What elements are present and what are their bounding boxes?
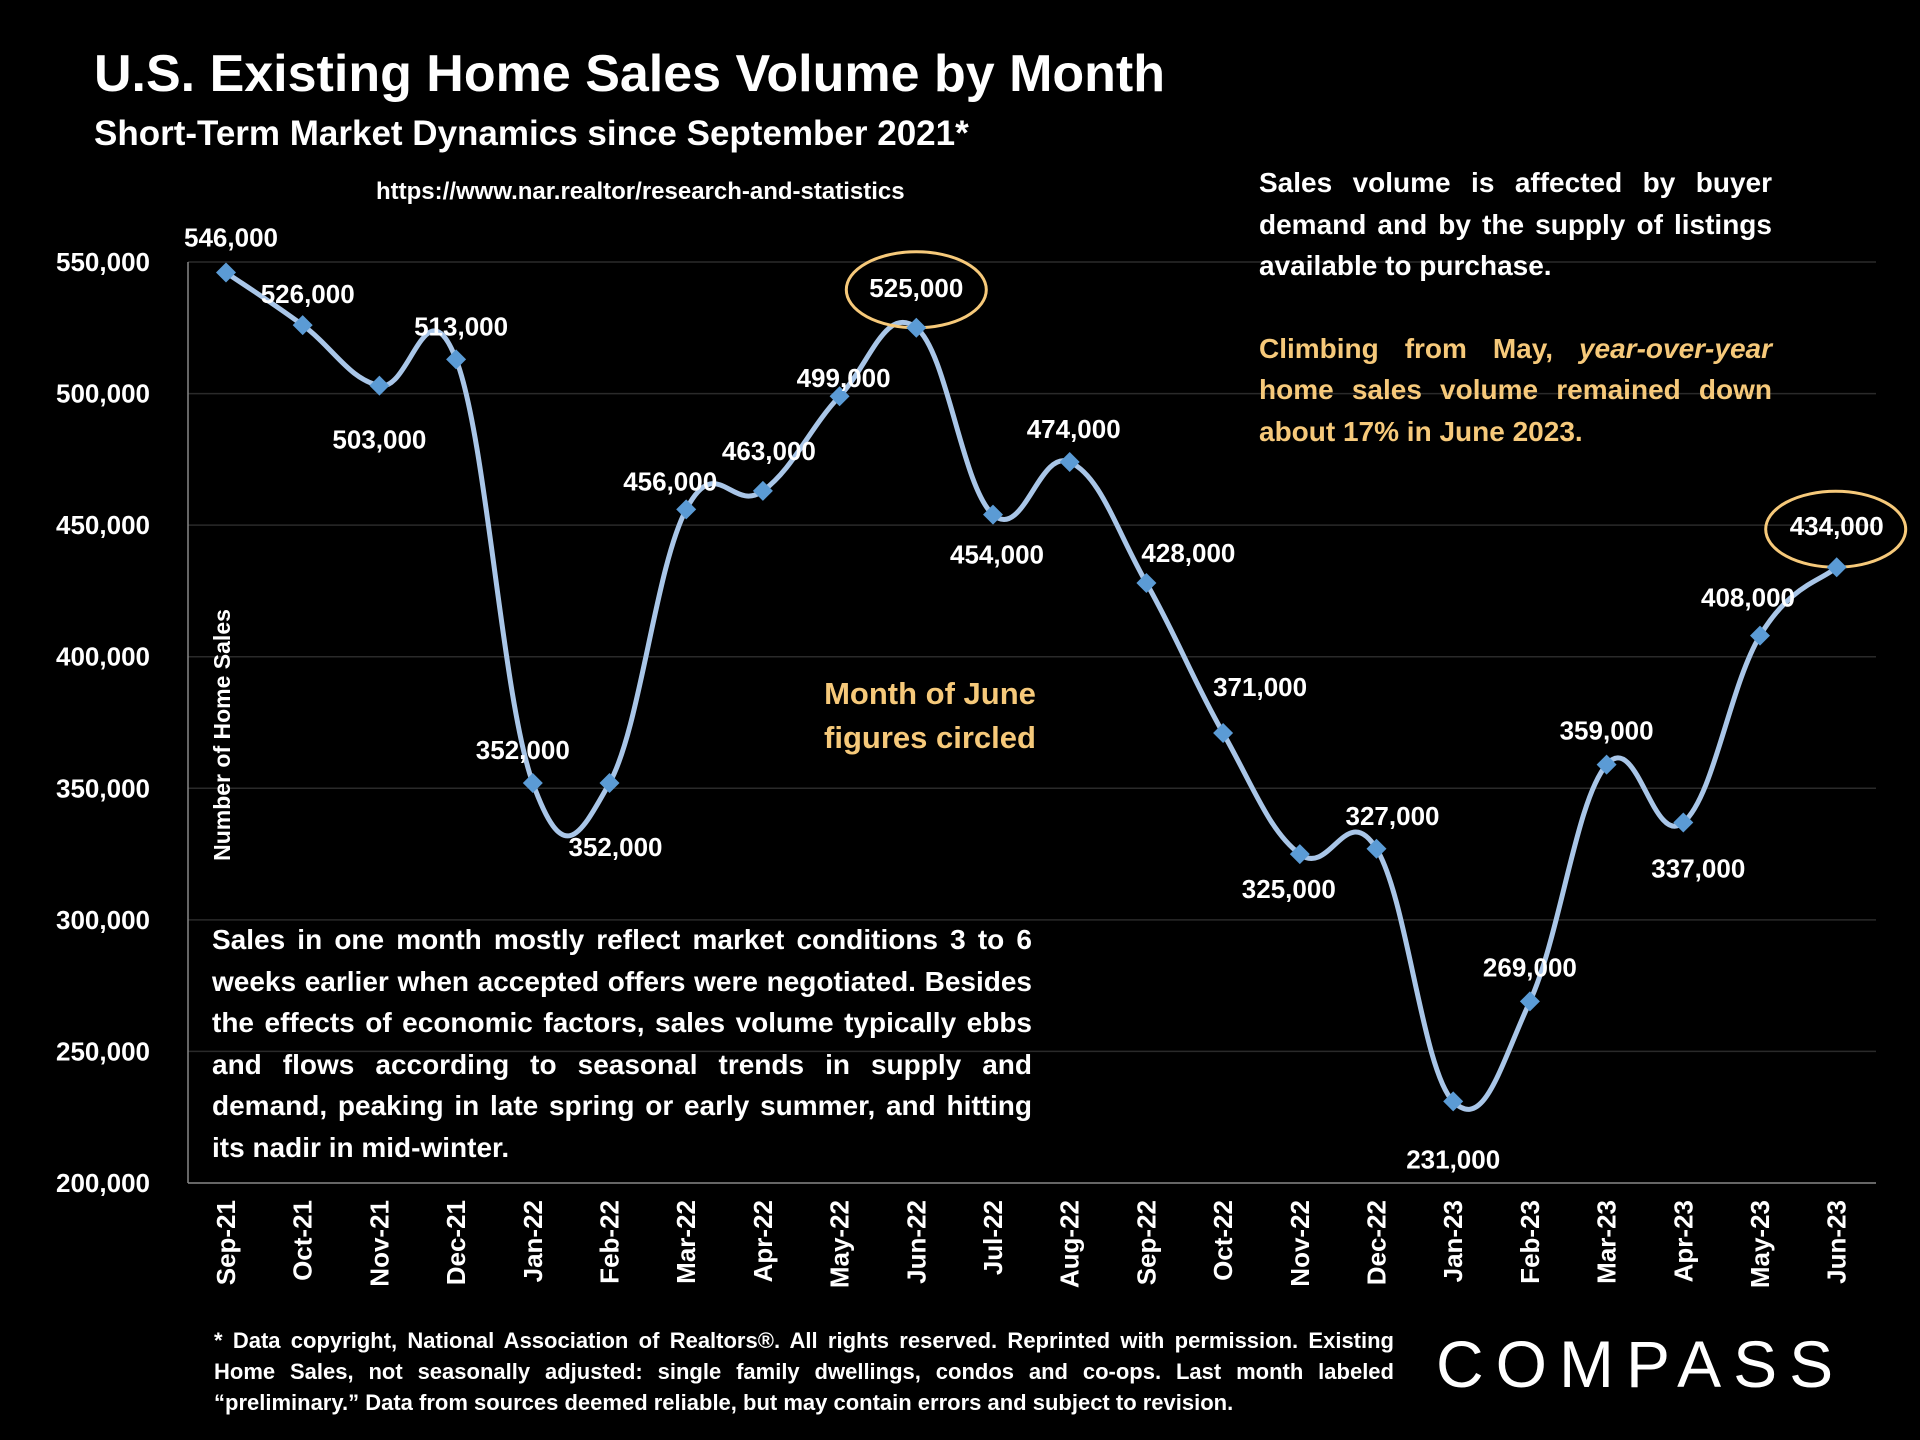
data-label: 499,000: [797, 363, 891, 393]
data-point: [522, 773, 543, 794]
data-label: 337,000: [1651, 853, 1745, 883]
data-labels: 546,000 526,000 503,000 513,000 352,000 352,0…: [184, 223, 1884, 1175]
data-label: 546,000: [184, 223, 278, 253]
x-tick-label: Apr-22: [748, 1200, 778, 1282]
data-point: [1059, 451, 1080, 472]
data-point: [216, 262, 236, 283]
data-label: 503,000: [332, 425, 426, 455]
data-markers: [216, 262, 1847, 1112]
note-bottom: Sales in one month mostly reflect market…: [212, 924, 1032, 1163]
data-point: [983, 504, 1003, 525]
compass-logo: COMPASS: [1436, 1327, 1846, 1401]
y-tick-labels: 200,000 250,000 300,000 350,000 400,000 450,0…: [56, 247, 150, 1198]
source-url: https://www.nar.realtor/research-and-sta…: [376, 178, 905, 205]
data-point: [1673, 812, 1694, 833]
x-tick-label: Apr-23: [1668, 1200, 1698, 1282]
data-point: [292, 315, 313, 336]
x-tick-label: Jul-22: [978, 1200, 1008, 1275]
x-tick-label: Mar-23: [1592, 1200, 1622, 1284]
data-label: 474,000: [1027, 414, 1121, 444]
data-point: [1826, 557, 1847, 578]
y-tick-label: 300,000: [56, 905, 150, 935]
june-callout-line1: Month of June: [824, 676, 1036, 711]
x-tick-label: Jun-23: [1822, 1200, 1852, 1284]
data-point: [676, 499, 697, 520]
chart-subtitle: Short-Term Market Dynamics since Septemb…: [94, 114, 969, 153]
note-top-highlight-em: year-over-year: [1578, 332, 1772, 364]
x-tick-label: Feb-23: [1515, 1200, 1545, 1284]
note-top-highlight: Climbing from May, year-over-year home s…: [1259, 328, 1772, 453]
x-tick-label: Oct-22: [1208, 1200, 1238, 1281]
data-label: 359,000: [1560, 716, 1654, 746]
y-tick-label: 200,000: [56, 1168, 150, 1198]
june-callout: Month of June figures circled: [780, 672, 1080, 760]
note-top-highlight-b: home sales volume remained down about 17…: [1259, 374, 1772, 447]
x-tick-label: Sep-21: [211, 1200, 241, 1285]
y-tick-label: 450,000: [56, 510, 150, 540]
y-tick-label: 350,000: [56, 773, 150, 803]
x-tick-labels: Sep-21 Oct-21 Nov-21 Dec-21 Jan-22 Feb-22 Mar-…: [211, 1200, 1852, 1288]
data-label: 454,000: [950, 540, 1044, 570]
data-point: [752, 480, 773, 501]
y-tick-label: 500,000: [56, 379, 150, 409]
x-tick-label: May-22: [825, 1200, 855, 1288]
data-label: 513,000: [414, 311, 508, 341]
x-tick-label: Nov-21: [364, 1200, 394, 1287]
y-axis-title: Number of Home Sales: [209, 609, 235, 861]
data-label: 408,000: [1701, 583, 1795, 613]
x-tick-label: Dec-22: [1362, 1200, 1392, 1285]
x-tick-label: Jan-22: [518, 1200, 548, 1282]
x-tick-label: Mar-22: [671, 1200, 701, 1284]
data-point: [1519, 991, 1540, 1012]
data-point: [1366, 838, 1387, 859]
x-tick-label: Nov-22: [1285, 1200, 1315, 1287]
footnote: * Data copyright, National Association o…: [214, 1328, 1394, 1415]
data-point: [1750, 625, 1770, 646]
data-label: 434,000: [1790, 511, 1884, 541]
data-point: [906, 317, 927, 338]
chart-title: U.S. Existing Home Sales Volume by Month: [94, 45, 1166, 103]
note-top-text: Sales volume is affected by buyer demand…: [1259, 167, 1772, 281]
data-label: 428,000: [1141, 538, 1235, 568]
x-tick-label: Jun-22: [901, 1200, 931, 1284]
x-tick-label: Sep-22: [1131, 1200, 1161, 1285]
data-point: [1213, 723, 1234, 744]
x-tick-label: Dec-21: [441, 1200, 471, 1285]
data-label: 456,000: [623, 466, 717, 496]
data-point: [446, 349, 467, 370]
data-label: 327,000: [1346, 801, 1440, 831]
series-line: [224, 270, 1839, 1112]
x-tick-label: May-23: [1745, 1200, 1775, 1288]
data-label: 526,000: [261, 279, 355, 309]
data-point: [1289, 844, 1310, 865]
data-label: 463,000: [722, 436, 816, 466]
x-tick-label: Feb-22: [595, 1200, 625, 1284]
note-top: Sales volume is affected by buyer demand…: [1259, 162, 1772, 452]
data-label: 325,000: [1242, 874, 1336, 904]
june-callout-line2: figures circled: [824, 720, 1036, 755]
data-point: [599, 773, 620, 794]
gridlines: [188, 261, 1876, 1053]
data-point: [829, 386, 850, 407]
data-label: 371,000: [1213, 672, 1307, 702]
data-label: 352,000: [476, 735, 570, 765]
data-point: [1596, 754, 1617, 775]
data-label: 525,000: [869, 273, 963, 303]
note-top-highlight-a: Climbing from May,: [1259, 332, 1579, 364]
data-point: [369, 375, 390, 396]
y-tick-label: 400,000: [56, 642, 150, 672]
x-tick-label: Aug-22: [1055, 1200, 1085, 1288]
data-label: 352,000: [569, 832, 663, 862]
data-point: [1136, 573, 1157, 594]
data-label: 231,000: [1406, 1144, 1500, 1174]
y-tick-label: 250,000: [56, 1036, 150, 1066]
data-point: [1443, 1091, 1464, 1112]
x-tick-label: Jan-23: [1438, 1200, 1468, 1282]
data-label: 269,000: [1483, 952, 1577, 982]
x-tick-label: Oct-21: [288, 1200, 318, 1281]
y-tick-label: 550,000: [56, 247, 150, 277]
